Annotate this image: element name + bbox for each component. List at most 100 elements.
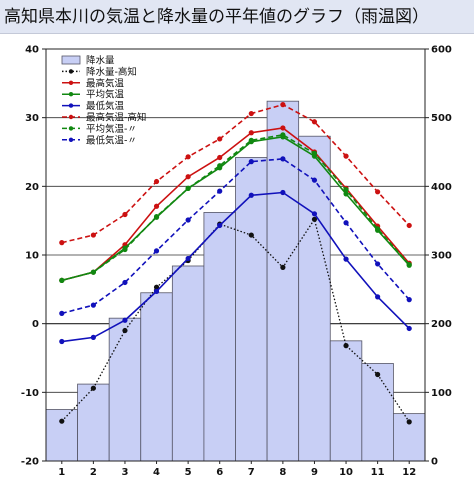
chart-title: 高知県本川の気温と降水量の平年値のグラフ（雨温図）: [0, 0, 474, 34]
right-tick-label: 0: [431, 457, 438, 468]
precip-bar: [140, 292, 173, 462]
series-point: [153, 284, 160, 290]
series-point: [248, 130, 254, 136]
x-tick-label: 8: [279, 467, 286, 478]
series-point: [375, 261, 381, 267]
series-point: [280, 125, 286, 131]
series-point: [59, 277, 65, 284]
series-point: [59, 338, 65, 345]
x-tick-label: 5: [185, 467, 192, 478]
series-point: [185, 255, 191, 262]
series-point: [311, 150, 318, 156]
series-point: [59, 418, 65, 424]
series-point: [248, 192, 254, 198]
legend-swatch-point: [68, 126, 74, 131]
series-point: [185, 154, 191, 160]
series-point: [280, 264, 286, 270]
series-line: [61, 133, 410, 282]
series-point: [375, 371, 381, 378]
precip-bar: [108, 317, 142, 462]
series-point: [311, 211, 318, 217]
x-tick-label: 1: [58, 467, 65, 478]
series-point: [217, 154, 223, 161]
series-point: [280, 102, 286, 108]
legend-swatch-point: [68, 69, 74, 74]
series-point: [153, 213, 160, 220]
legend-label: 平均気温: [86, 89, 125, 101]
series-point: [90, 302, 96, 308]
legend-swatch-point: [68, 80, 74, 86]
precip-bar: [45, 409, 78, 462]
series-point: [406, 222, 412, 229]
series-point: [375, 294, 381, 300]
series-point: [122, 317, 128, 323]
series-point: [280, 156, 286, 162]
legend-swatch-point: [68, 137, 74, 142]
x-tick-label: 6: [216, 467, 223, 478]
series-point: [406, 297, 412, 303]
series-line: [61, 191, 410, 343]
legend-label: 最高気温: [86, 77, 125, 89]
left-tick-label: 10: [25, 251, 39, 262]
left-tick-label: 0: [32, 319, 39, 330]
precip-bar: [235, 157, 268, 462]
series-point: [153, 203, 160, 209]
x-tick-label: 7: [248, 467, 255, 478]
series-point: [122, 279, 128, 286]
series-point: [343, 256, 349, 262]
precip-bar: [266, 100, 300, 462]
series-point: [248, 232, 254, 238]
series-point: [406, 419, 412, 425]
series-point: [248, 159, 254, 165]
legend-swatch-bar: [61, 55, 81, 65]
x-tick-label: 2: [90, 467, 97, 478]
series-point: [280, 189, 286, 196]
x-tick-label: 9: [311, 467, 318, 478]
legend-label: 降水量: [86, 55, 115, 67]
legend-label: 最低気温-〃: [86, 134, 137, 146]
series-line: [61, 127, 410, 282]
series-point: [90, 334, 96, 340]
series-point: [311, 119, 318, 125]
right-tick-label: 200: [431, 319, 452, 330]
series-point: [375, 226, 381, 232]
left-tick-label: -10: [21, 388, 39, 399]
series-point: [153, 288, 160, 294]
x-tick-label: 11: [371, 467, 385, 478]
series-point: [90, 385, 96, 391]
right-tick-label: 100: [431, 388, 452, 399]
precip-bar: [77, 383, 110, 462]
series-point: [248, 110, 254, 117]
left-tick-label: 20: [25, 182, 39, 193]
series-point: [343, 187, 349, 193]
legend-swatch-point: [68, 92, 74, 97]
series-point: [185, 217, 191, 223]
series-point: [406, 262, 412, 268]
series-line: [61, 136, 410, 282]
series-point: [185, 185, 191, 191]
right-tick-label: 300: [431, 251, 452, 262]
series-point: [406, 325, 412, 332]
legend-swatch-point: [68, 103, 74, 108]
legend-label: 最低気温: [86, 100, 125, 112]
series-point: [185, 174, 191, 180]
series-point: [122, 327, 128, 334]
series-point: [248, 137, 254, 143]
precip-bar: [329, 340, 363, 462]
series-point: [122, 211, 128, 218]
legend-label: 最高気温-高知: [86, 112, 146, 124]
right-tick-label: 500: [431, 113, 452, 124]
series-point: [217, 136, 223, 142]
x-tick-label: 4: [153, 467, 160, 478]
series-line: [61, 103, 410, 244]
precip-bar: [171, 265, 205, 462]
series-point: [280, 132, 286, 138]
series-point: [375, 189, 381, 195]
series-point: [90, 269, 96, 275]
series-point: [217, 163, 223, 169]
right-tick-label: 400: [431, 182, 452, 193]
legend-swatch-point: [68, 114, 74, 120]
precip-bar: [203, 212, 236, 462]
